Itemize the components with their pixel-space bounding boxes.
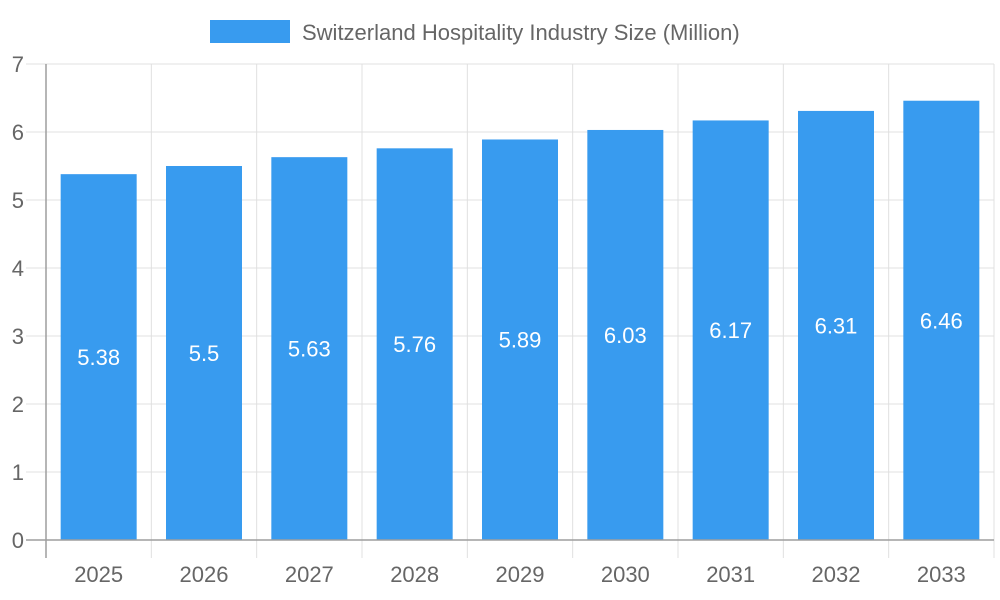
- bar-2027: [271, 157, 348, 540]
- x-tick-label: 2027: [285, 562, 334, 587]
- data-label: 6.17: [709, 318, 752, 343]
- axes: 0 1 2 3 4 5 6 7 2025 2026 2027 2028 2029 2030 2031 2032…: [12, 52, 994, 587]
- x-tick-label: 2030: [601, 562, 650, 587]
- x-tick-label: 2031: [706, 562, 755, 587]
- x-tick-label: 2026: [180, 562, 229, 587]
- data-label: 6.03: [604, 323, 647, 348]
- data-label: 5.89: [499, 328, 542, 353]
- bar-2032: [798, 110, 874, 541]
- x-tick-label: 2029: [496, 562, 545, 587]
- y-tick-label: 1: [12, 460, 24, 485]
- bar-2025: [60, 174, 137, 540]
- bar-2033: [903, 100, 980, 540]
- bar-2030: [587, 129, 664, 540]
- y-tick-label: 3: [12, 324, 24, 349]
- bar-2028: [376, 148, 453, 540]
- legend-swatch: [210, 20, 290, 43]
- legend-label: Switzerland Hospitality Industry Size (M…: [302, 20, 740, 45]
- data-label: 6.46: [920, 308, 963, 333]
- y-tick-label: 7: [12, 52, 24, 77]
- y-tick-label: 6: [12, 120, 24, 145]
- y-tick-label: 5: [12, 188, 24, 213]
- x-tick-label: 2033: [917, 562, 966, 587]
- y-tick-label: 4: [12, 256, 24, 281]
- data-label: 6.31: [815, 313, 858, 338]
- y-tick-label: 0: [12, 528, 24, 553]
- y-tick-label: 2: [12, 392, 24, 417]
- bar-2029: [482, 139, 558, 541]
- x-tick-label: 2028: [390, 562, 439, 587]
- data-label: 5.76: [393, 332, 436, 357]
- x-tick-label: 2032: [812, 562, 861, 587]
- data-label: 5.38: [77, 345, 120, 370]
- bar-2026: [166, 166, 242, 540]
- legend[interactable]: Switzerland Hospitality Industry Size (M…: [210, 20, 740, 45]
- x-tick-label: 2025: [74, 562, 123, 587]
- bars: 5.38 5.5 5.63 5.76 5.89 6.03 6.17 6.31 6.46: [60, 100, 980, 541]
- data-label: 5.63: [288, 337, 331, 362]
- bar-2031: [692, 120, 769, 540]
- data-label: 5.5: [189, 341, 220, 366]
